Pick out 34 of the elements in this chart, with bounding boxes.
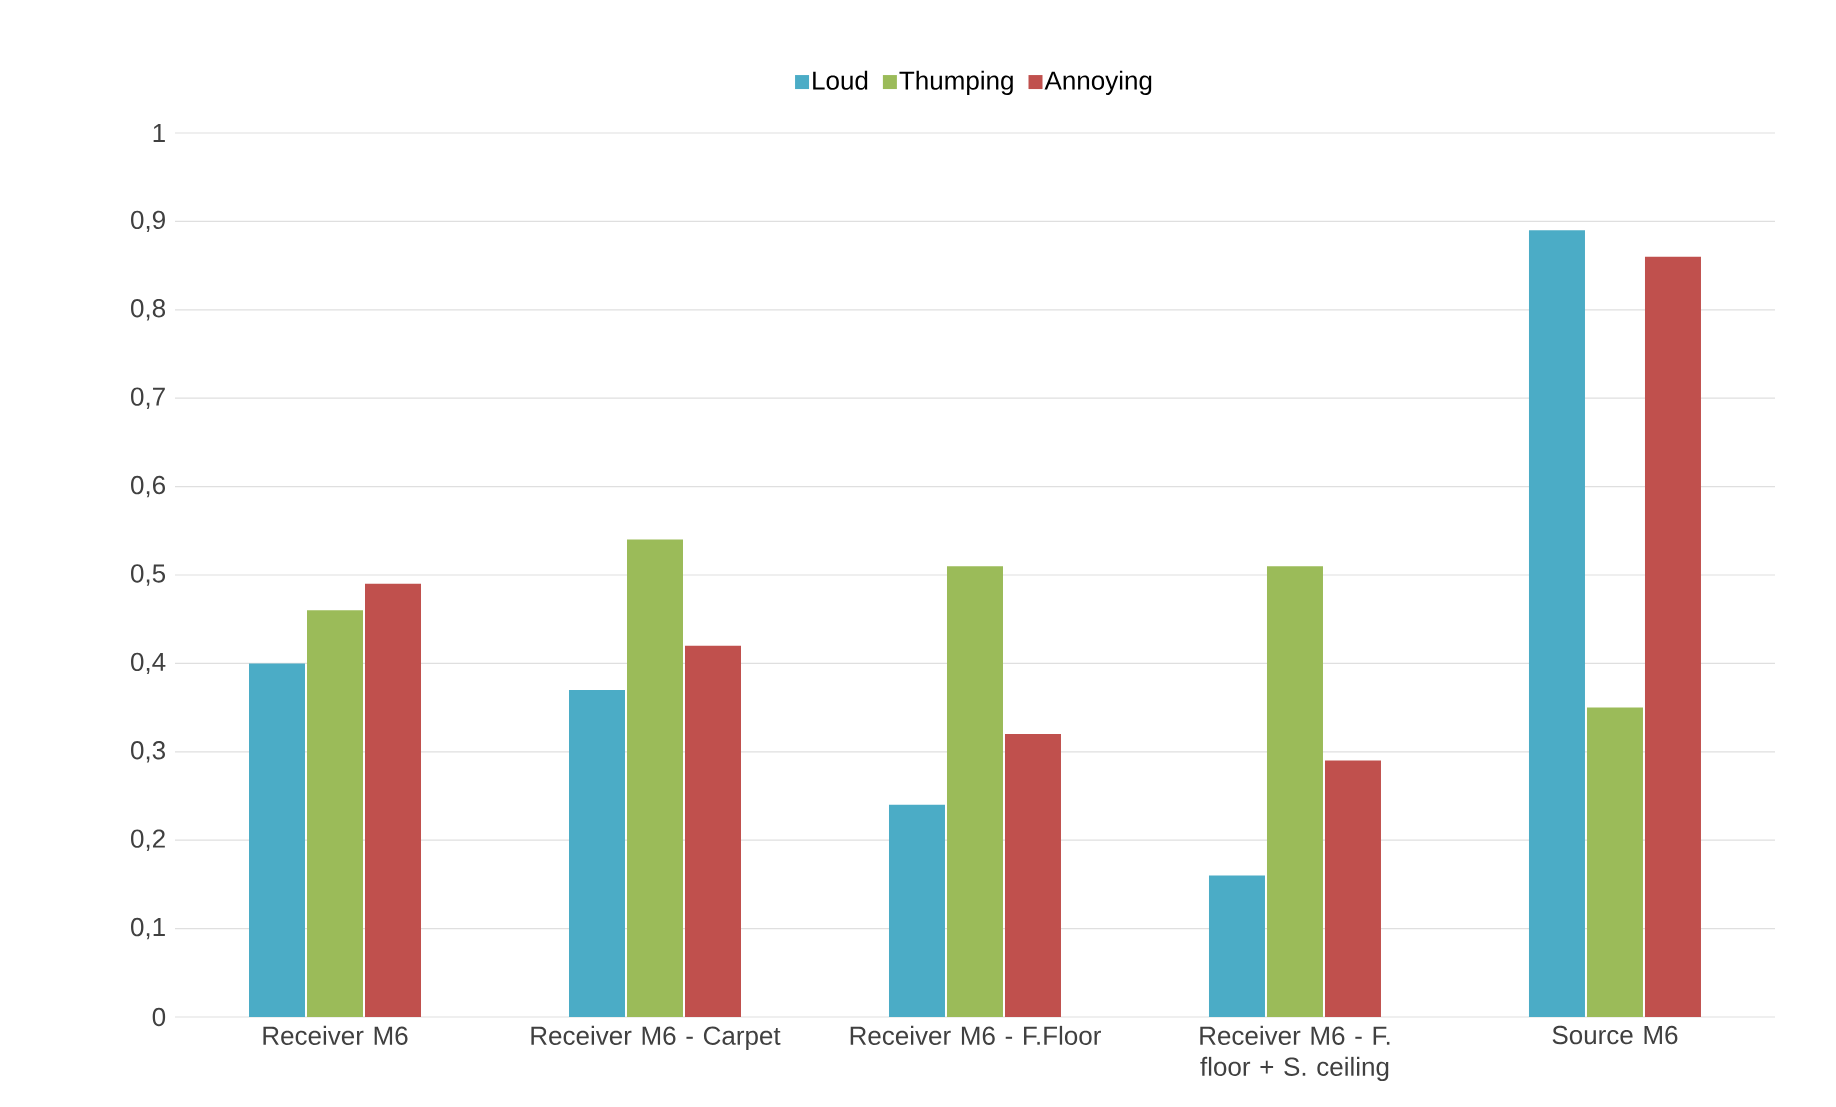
bar [569,689,625,1017]
x-tick-label: Source M6 [1552,1025,1678,1045]
x-tick-label: Receiver M6 [263,1025,408,1045]
y-tick-label: 0,6 [131,475,165,498]
bar [685,645,741,1017]
bar [365,583,421,1017]
y-tick-label: 0 [152,1007,166,1027]
bar [888,804,945,1017]
x-tick-label: Receiver M6 - F. floor + S. ceiling [1200,1025,1390,1082]
y-tick-label: 0,4 [131,652,166,675]
bar [1324,760,1381,1017]
legend-label: Thumping [899,70,1013,95]
legend-label: Annoying [1044,70,1152,95]
x-tick-label: Receiver M6 - F.Floor [850,1025,1101,1045]
bar [627,539,683,1017]
bar [249,663,306,1017]
bar [1208,875,1265,1017]
bar [1266,566,1323,1017]
bar [1528,230,1585,1017]
y-tick-label: 0,1 [131,917,165,940]
y-tick-label: 0,3 [131,741,165,763]
bar [946,566,1003,1017]
y-tick-label: 0,7 [131,387,165,409]
x-tick-label: Receiver M6 - Carpet [531,1025,781,1051]
legend-label: Loud [813,70,868,90]
y-tick-label: 0,5 [131,564,166,586]
y-tick-label: 1 [153,124,165,142]
bar [1586,707,1643,1017]
y-tick-label: 0,9 [131,210,165,233]
bar [307,610,364,1017]
y-tick-label: 0,8 [131,299,166,321]
y-tick-label: 0,2 [131,829,165,851]
bar [1644,256,1701,1017]
bar [1004,734,1061,1017]
